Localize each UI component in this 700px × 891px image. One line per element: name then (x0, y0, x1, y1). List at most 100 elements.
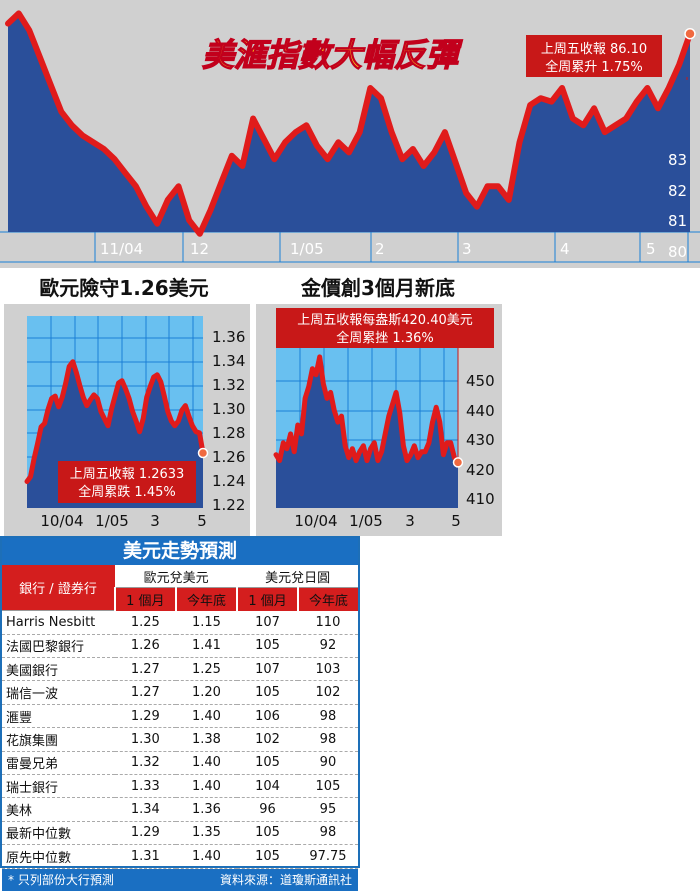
jpy-ye-cell: 105 (315, 778, 341, 794)
euro-end-point (197, 447, 209, 459)
jpy-ye-cell: 98 (319, 708, 337, 724)
x-tick-label: 5 (197, 512, 207, 530)
forecast-table: 銀行 / 證券行 歐元兌美元 美元兌日圓 1 個月 今年底 1 個月 今年底 H… (2, 565, 358, 869)
y-tick-label: 410 (466, 490, 495, 508)
jpy-ye-cell: 103 (315, 661, 341, 677)
y-tick-label: 450 (466, 372, 495, 390)
eur-usd-group-header: 歐元兌美元 (115, 565, 238, 589)
y-tick-label: 1.26 (212, 448, 245, 466)
eur-ye-cell: 1.36 (191, 802, 221, 818)
table-row: Harris Nesbitt 1.25 1.15 107 110 (2, 611, 358, 635)
dollar-index-area (8, 13, 690, 234)
y-tick-label: 420 (466, 461, 495, 479)
dollar-index-x-ticks: 11/04 12 1/05 2 3 4 5 (100, 240, 656, 258)
forecast-footer: * 只列部份大行預測 資料來源：道瓊斯通訊社 (2, 868, 358, 891)
x-tick-label: 1/05 (95, 512, 129, 530)
y-tick-label: 80 (668, 243, 687, 261)
eur-1m-header: 1 個月 (114, 587, 176, 611)
eur-1m-cell: 1.26 (130, 638, 160, 654)
gold-line (273, 354, 461, 465)
bank-column-header: 銀行 / 證券行 (2, 565, 115, 612)
jpy-ye-cell: 98 (319, 731, 337, 747)
gold-chart-title: 金價創3個月新底 (300, 276, 455, 300)
gold-y-ticks: 450 440 430 420 410 (466, 372, 495, 508)
gold-annotation-line1: 上周五收報每盎斯420.40美元 (297, 312, 473, 328)
gold-area (276, 356, 458, 508)
jpy-1m-cell: 102 (255, 731, 280, 747)
eur-1m-cell: 1.27 (130, 685, 160, 701)
bank-cell: 滙豐 (6, 710, 33, 726)
bank-cell: 瑞士銀行 (6, 780, 59, 796)
x-tick-label: 5 (646, 240, 656, 258)
jpy-1m-cell: 104 (255, 778, 280, 794)
eur-ye-cell: 1.38 (191, 731, 221, 747)
jpy-1m-cell: 106 (255, 708, 280, 724)
y-tick-label: 1.32 (212, 376, 245, 394)
table-row: 法國巴黎銀行 1.26 1.41 105 92 (2, 634, 358, 658)
gold-x-ticks: 10/04 1/05 3 5 (294, 512, 460, 530)
dollar-index-line (5, 10, 693, 237)
dollar-index-annotation-box (526, 35, 662, 77)
eur-1m-cell: 1.27 (130, 661, 160, 677)
euro-x-ticks: 10/04 1/05 3 5 (40, 512, 206, 530)
eur-1m-cell: 1.32 (130, 755, 160, 771)
jpy-1m-cell: 105 (255, 638, 280, 654)
jpy-1m-cell: 96 (259, 802, 276, 818)
forecast-source: 資料來源：道瓊斯通訊社 (219, 872, 352, 887)
x-tick-label: 1/05 (349, 512, 383, 530)
eur-1m-cell: 1.33 (130, 778, 160, 794)
table-row: 花旗集團 1.30 1.38 102 98 (2, 728, 358, 752)
y-tick-label: 430 (466, 431, 495, 449)
bank-cell: 法國巴黎銀行 (6, 640, 85, 656)
x-tick-label: 5 (451, 512, 461, 530)
jpy-ye-header: 今年底 (296, 587, 358, 611)
bank-cell: Harris Nesbitt (6, 614, 96, 630)
euro-y-ticks: 1.36 1.34 1.32 1.30 1.28 1.26 1.24 1.22 (212, 328, 245, 514)
gold-end-point (452, 457, 464, 468)
eur-ye-cell: 1.40 (191, 755, 221, 771)
bank-cell: 美國銀行 (6, 663, 59, 679)
eur-ye-header: 今年底 (174, 587, 238, 611)
y-tick-label: 83 (668, 151, 687, 169)
eur-ye-cell: 1.40 (191, 848, 221, 864)
x-tick-label: 12 (190, 240, 209, 258)
y-tick-label: 1.36 (212, 328, 245, 346)
jpy-1m-header: 1 個月 (236, 587, 298, 611)
table-row: 瑞信一波 1.27 1.20 105 102 (2, 681, 358, 705)
jpy-ye-cell: 98 (319, 825, 337, 841)
bank-cell: 雷曼兄弟 (6, 757, 59, 773)
x-tick-label: 3 (462, 240, 472, 258)
gold-title-bar (256, 268, 502, 304)
jpy-ye-cell: 92 (319, 638, 337, 654)
y-tick-label: 1.24 (212, 472, 245, 490)
eur-ye-cell: 1.20 (191, 685, 221, 701)
x-tick-label: 1/05 (290, 240, 324, 258)
eur-1m-cell: 1.29 (130, 708, 160, 724)
forecast-title: 美元走勢預測 (2, 538, 358, 565)
dollar-index-headline: 美滙指數大幅反彈 (202, 36, 463, 74)
bank-cell: 瑞信一波 (6, 687, 59, 703)
eur-ye-cell: 1.41 (191, 638, 221, 654)
dollar-index-annotation-line1: 上周五收報 86.10 (541, 42, 647, 57)
x-tick-label: 11/04 (100, 240, 143, 258)
table-row: 最新中位數 1.29 1.35 105 98 (2, 821, 358, 845)
euro-annotation-line1: 上周五收報 1.2633 (70, 467, 185, 482)
y-tick-label: 1.34 (212, 352, 245, 370)
jpy-1m-cell: 105 (255, 755, 280, 771)
jpy-ye-cell: 90 (319, 755, 337, 771)
jpy-ye-cell: 110 (315, 614, 341, 630)
eur-ye-cell: 1.40 (191, 778, 221, 794)
table-row: 美林 1.34 1.36 96 95 (2, 798, 358, 822)
forecast-footnote: * 只列部份大行預測 (8, 872, 114, 887)
x-tick-label: 2 (375, 240, 385, 258)
usd-jpy-group-header: 美元兌日圓 (237, 565, 358, 589)
y-tick-label: 81 (668, 212, 687, 230)
y-tick-label: 1.30 (212, 400, 245, 418)
dollar-index-end-point (684, 27, 696, 40)
gold-annotation-box (276, 308, 494, 348)
bank-cell: 原先中位數 (6, 850, 72, 866)
euro-annotation-box (58, 461, 196, 503)
jpy-ye-cell: 102 (315, 685, 341, 701)
euro-line (24, 359, 206, 484)
table-row: 瑞士銀行 1.33 1.40 104 105 (2, 775, 358, 798)
